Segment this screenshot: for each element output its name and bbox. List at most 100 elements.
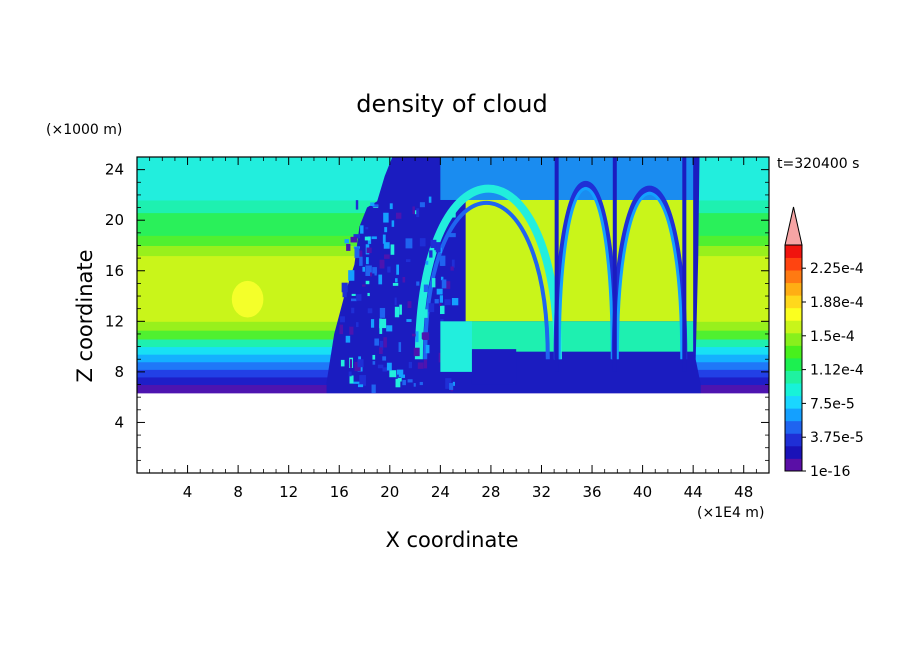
turbulence-cell: [348, 270, 355, 281]
turbulence-cell: [416, 208, 420, 218]
colorbar-label: 1.88e-4: [810, 295, 864, 311]
turbulence-cell: [382, 356, 387, 361]
turbulence-cell: [425, 260, 429, 265]
colorbar-swatch: [785, 320, 802, 334]
turbulence-cell: [449, 233, 456, 238]
colorbar-swatch: [785, 358, 802, 371]
x-tick-label: 16: [330, 483, 349, 501]
turbulence-cell: [408, 361, 413, 369]
clear-pocket: [440, 321, 472, 372]
time-label: t=320400 s: [777, 156, 859, 172]
turbulence-cell: [350, 236, 358, 243]
colorbar-label: 1.12e-4: [810, 363, 864, 379]
turbulence-cell: [350, 298, 357, 302]
turbulence-cell: [421, 332, 429, 339]
x-tick-label: 32: [532, 483, 551, 501]
turbulence-cell: [379, 323, 383, 334]
turbulence-cell: [354, 247, 360, 258]
turbulence-cell: [382, 234, 386, 244]
turbulence-cell: [429, 250, 433, 258]
turbulence-cell: [428, 196, 432, 203]
x-tick-label: 20: [380, 483, 399, 501]
turbulence-cell: [412, 206, 415, 215]
turbulence-cell: [384, 254, 390, 259]
turbulence-cell: [396, 264, 399, 275]
turbulence-cell: [434, 299, 439, 304]
x-tick-label: 36: [582, 483, 601, 501]
turbulence-cell: [349, 359, 352, 368]
x-tick-label: 48: [734, 483, 753, 501]
plume-arch: [423, 200, 550, 360]
turbulence-cell: [395, 212, 402, 219]
colorbar-label: 2.25e-4: [810, 261, 864, 277]
turbulence-cell: [365, 280, 370, 285]
turbulence-cell: [360, 225, 364, 234]
turbulence-cell: [356, 250, 363, 259]
turbulence-cell: [359, 375, 366, 386]
turbulence-cell: [356, 294, 362, 301]
turbulence-cell: [353, 234, 360, 239]
turbulence-cell: [449, 383, 454, 390]
turbulence-cell: [348, 371, 352, 377]
turbulence-cell: [346, 243, 351, 251]
turbulence-cell: [402, 276, 406, 283]
turbulence-cell: [377, 364, 384, 369]
colorbar-swatch: [785, 408, 802, 422]
plume-arch: [611, 185, 688, 360]
turbulence-cell: [416, 281, 420, 286]
colorbar-swatch: [785, 332, 802, 346]
turbulence-cell: [419, 238, 426, 247]
turbulence-cell: [443, 281, 451, 289]
plot-area: [137, 157, 769, 473]
local-max-patch: [231, 280, 264, 318]
turbulence-cell: [446, 232, 451, 236]
colorbar: [784, 206, 803, 472]
turbulence-cell: [362, 266, 366, 272]
x-tick-label: 24: [431, 483, 450, 501]
x-unit-label: (×1E4 m): [697, 505, 764, 521]
turbulence-cell: [439, 255, 446, 266]
turbulence-cell: [355, 322, 359, 328]
turbulence-cell: [340, 359, 345, 367]
turbulence-cell: [379, 318, 387, 329]
colorbar-label: 3.75e-5: [810, 430, 864, 446]
turbulence-cell: [357, 384, 364, 388]
turbulence-cell: [379, 347, 383, 354]
colorbar-frame: [784, 244, 803, 472]
turbulence-cell: [407, 379, 413, 383]
colorbar-label: 1.5e-4: [810, 329, 855, 345]
plume-column: [554, 157, 559, 372]
x-tick-label: 44: [684, 483, 703, 501]
colorbar-swatch: [785, 257, 802, 271]
turbulence-cell: [423, 359, 428, 369]
turbulence-cell: [383, 212, 389, 223]
colorbar-label: 7.5e-5: [810, 396, 855, 412]
turbulence-cell: [372, 204, 379, 208]
plume-arch: [553, 181, 618, 360]
turbulence-cell: [372, 354, 376, 360]
turbulence-cell: [449, 208, 456, 218]
y-tick-label: 8: [114, 363, 124, 381]
turbulence-cell: [372, 267, 377, 274]
x-axis-ticks: 4 8 12 16 20 24 28 32 36 40 44 48: [149, 157, 757, 501]
turbulence-cell: [349, 326, 354, 335]
turbulence-cell: [451, 298, 459, 306]
y-axis-ticks: 4 8 12 16 20 24: [105, 161, 769, 461]
turbulence-cell: [372, 361, 376, 365]
colorbar-swatch: [785, 420, 802, 434]
turbulence-cell: [440, 319, 444, 324]
turbulence-cell: [345, 335, 351, 343]
turbulence-cell: [407, 301, 412, 309]
disturbed-region: [137, 157, 769, 473]
turbulence-cell: [395, 278, 398, 283]
colorbar-labels: 1e-16 3.75e-5 7.5e-5 1.12e-4 1.5e-4 1.88e-4 2.…: [802, 261, 864, 480]
turbulence-cell: [425, 344, 430, 354]
turbulence-cell: [379, 340, 384, 350]
colorbar-swatch: [785, 282, 802, 296]
turbulence-cell: [406, 319, 412, 322]
turbulence-cell: [351, 307, 355, 314]
turbulence-cell: [419, 202, 425, 208]
turbulence-cell: [371, 236, 377, 240]
turbulence-cell: [452, 381, 455, 386]
turbulence-cell: [390, 244, 395, 255]
